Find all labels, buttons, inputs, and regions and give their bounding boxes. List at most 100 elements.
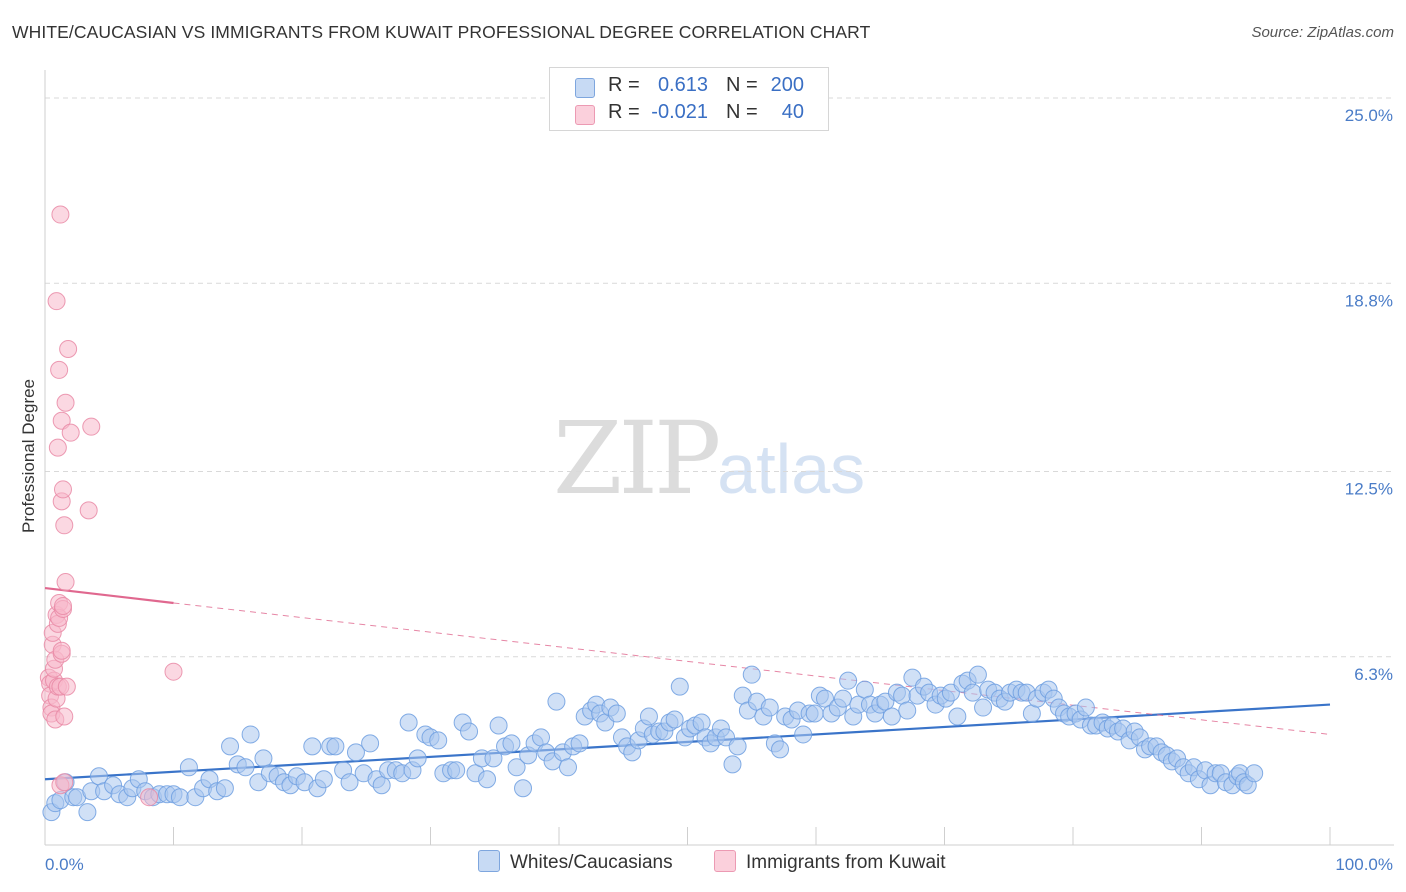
point-kuwait xyxy=(52,641,71,660)
point-kuwait xyxy=(56,573,75,592)
point-whites xyxy=(639,707,658,726)
bottom-legend-whites[interactable]: Whites/Caucasians xyxy=(478,850,673,874)
legend-r-label: R = xyxy=(608,74,640,96)
point-whites xyxy=(948,707,967,726)
point-kuwait xyxy=(47,292,66,311)
point-whites xyxy=(236,758,255,777)
point-whites xyxy=(215,779,234,798)
x-tick-label: 100.0% xyxy=(1335,855,1393,874)
point-whites xyxy=(346,743,365,762)
bottom-legend-label-whites: Whites/Caucasians xyxy=(510,852,673,873)
point-kuwait xyxy=(164,662,183,681)
point-whites xyxy=(314,770,333,789)
y-axis-label: Professional Degree xyxy=(19,379,38,533)
point-whites xyxy=(514,779,533,798)
grid-lines xyxy=(45,97,1394,658)
point-whites xyxy=(532,728,551,747)
bottom-legend-swatch-kuwait xyxy=(714,850,736,872)
point-whites xyxy=(760,698,779,717)
point-kuwait xyxy=(55,516,74,535)
point-whites xyxy=(839,671,858,690)
point-whites xyxy=(489,716,508,735)
source-label: Source: ZipAtlas.com xyxy=(1251,24,1394,41)
legend-r-value: -0.021 xyxy=(651,101,708,123)
bottom-legend-kuwait[interactable]: Immigrants from Kuwait xyxy=(714,850,946,874)
data-points xyxy=(39,205,1264,822)
point-kuwait xyxy=(55,707,74,726)
legend-r-value: 0.613 xyxy=(657,74,708,96)
point-whites xyxy=(221,737,240,756)
point-kuwait xyxy=(52,411,71,430)
point-whites xyxy=(170,788,189,807)
watermark-atlas: atlas xyxy=(717,430,866,508)
legend-n-value: 200 xyxy=(770,74,804,96)
point-whites xyxy=(771,740,790,759)
point-whites xyxy=(78,803,97,822)
y-tick-label: 12.5% xyxy=(1345,480,1393,499)
watermark: ZIPatlas xyxy=(553,400,865,517)
trend-line-kuwait-extension xyxy=(173,602,1331,735)
point-whites xyxy=(326,737,345,756)
point-whites xyxy=(607,704,626,723)
legend-row-whites: R = 0.613 N = 200 xyxy=(550,74,828,100)
point-kuwait xyxy=(50,360,69,379)
legend-swatch-whites xyxy=(575,78,595,98)
point-whites xyxy=(399,713,418,732)
point-kuwait xyxy=(59,339,78,358)
point-kuwait xyxy=(61,423,80,442)
point-whites xyxy=(855,680,874,699)
point-whites xyxy=(815,689,834,708)
point-whites xyxy=(502,734,521,753)
tick-labels: 6.3% 12.5% 18.8% 25.0% 0.0% 100.0% xyxy=(45,106,1393,874)
point-whites xyxy=(1076,698,1095,717)
point-whites xyxy=(1245,764,1264,783)
point-whites xyxy=(361,734,380,753)
point-whites xyxy=(898,701,917,720)
point-whites xyxy=(665,710,684,729)
bottom-legend: Whites/Caucasians Immigrants from Kuwait xyxy=(0,850,1406,880)
point-whites xyxy=(742,665,761,684)
point-whites xyxy=(478,770,497,789)
point-whites xyxy=(340,773,359,792)
point-whites xyxy=(670,677,689,696)
point-whites xyxy=(833,689,852,708)
point-kuwait xyxy=(140,788,159,807)
point-kuwait xyxy=(48,438,67,457)
point-kuwait xyxy=(53,596,72,615)
y-tick-label: 25.0% xyxy=(1345,106,1393,125)
point-whites xyxy=(893,686,912,705)
point-whites xyxy=(254,749,273,768)
legend-swatch-kuwait xyxy=(575,105,595,125)
point-whites xyxy=(429,731,448,750)
point-kuwait xyxy=(79,501,98,520)
point-whites xyxy=(179,758,198,777)
point-whites xyxy=(968,665,987,684)
point-kuwait xyxy=(56,393,75,412)
point-kuwait xyxy=(82,417,101,436)
point-whites xyxy=(805,704,824,723)
point-whites xyxy=(507,758,526,777)
bottom-legend-label-kuwait: Immigrants from Kuwait xyxy=(746,852,946,873)
legend-r-label: R = xyxy=(608,101,640,123)
point-whites xyxy=(974,698,993,717)
point-whites xyxy=(372,776,391,795)
watermark-zip: ZIP xyxy=(553,400,721,517)
point-whites xyxy=(794,725,813,744)
point-kuwait xyxy=(57,677,76,696)
point-whites xyxy=(484,749,503,768)
legend-n-value: 40 xyxy=(781,101,804,123)
y-tick-label: 6.3% xyxy=(1354,665,1393,684)
point-whites xyxy=(303,737,322,756)
point-whites xyxy=(1022,704,1041,723)
point-kuwait xyxy=(53,480,72,499)
bottom-legend-swatch-whites xyxy=(478,850,500,872)
point-whites xyxy=(728,737,747,756)
point-whites xyxy=(460,722,479,741)
point-whites xyxy=(692,713,711,732)
legend-row-kuwait: R = -0.021 N = 40 xyxy=(550,101,828,127)
point-kuwait xyxy=(51,205,70,224)
point-whites xyxy=(963,683,982,702)
point-whites xyxy=(558,758,577,777)
legend-n-label: N = xyxy=(726,101,758,123)
